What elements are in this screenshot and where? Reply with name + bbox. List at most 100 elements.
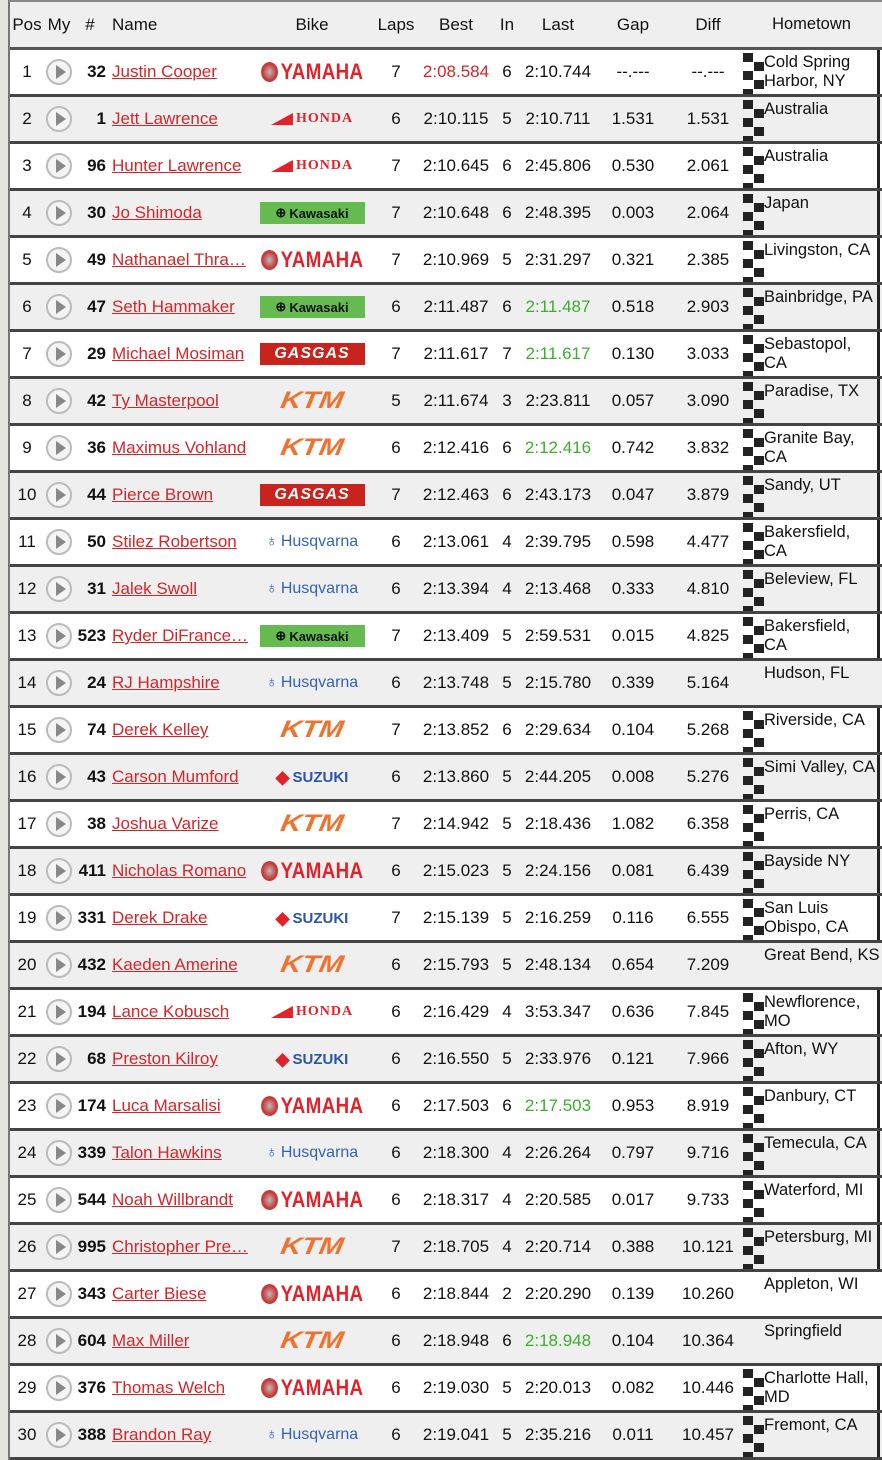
laps: 6 — [391, 955, 401, 974]
play-arrow-icon[interactable] — [46, 1140, 72, 1166]
rider-name-link[interactable]: Joshua Varize — [112, 814, 219, 833]
play-arrow-icon[interactable] — [46, 670, 72, 696]
rider-name-link[interactable]: Max Miller — [112, 1331, 190, 1350]
header-hometown[interactable]: Hometown — [772, 15, 851, 33]
play-arrow-icon[interactable] — [46, 59, 72, 85]
play-arrow-icon[interactable] — [46, 388, 72, 414]
play-arrow-icon[interactable] — [46, 1234, 72, 1260]
rider-name-link[interactable]: Seth Hammaker — [112, 297, 235, 316]
bike-brand: YAMAHA — [280, 59, 364, 84]
rider-name-link[interactable]: Hunter Lawrence — [112, 156, 242, 175]
rider-name-link[interactable]: Jo Shimoda — [112, 203, 202, 222]
rider-name-link[interactable]: Pierce Brown — [112, 485, 214, 504]
best-lap-in: 6 — [502, 156, 512, 175]
play-arrow-icon[interactable] — [46, 294, 72, 320]
play-arrow-icon[interactable] — [46, 482, 72, 508]
last-lap: 2:35.216 — [524, 1425, 592, 1444]
play-arrow-icon[interactable] — [46, 858, 72, 884]
table-row: 13 523 Ryder DiFrance… ⊕ Kawasaki 7 2:13.… — [10, 614, 882, 661]
play-arrow-icon[interactable] — [46, 811, 72, 837]
play-arrow-icon[interactable] — [46, 1328, 72, 1354]
rider-name-link[interactable]: Carson Mumford — [112, 767, 239, 786]
header-diff[interactable]: Diff — [695, 14, 721, 34]
play-arrow-icon[interactable] — [46, 576, 72, 602]
play-arrow-icon[interactable] — [46, 1046, 72, 1072]
play-arrow-icon[interactable] — [46, 106, 72, 132]
hometown-cell: Australia — [743, 97, 880, 141]
checkered-flag-icon — [743, 1134, 764, 1175]
rider-name-link[interactable]: Derek Drake — [112, 908, 208, 927]
rider-name-link[interactable]: RJ Hampshire — [112, 673, 220, 692]
rider-name-link[interactable]: Derek Kelley — [112, 720, 209, 739]
rider-name-cell: Derek Drake — [108, 908, 253, 928]
header-my[interactable]: My — [47, 14, 71, 34]
header-gap[interactable]: Gap — [616, 14, 650, 34]
best-lap-in: 2 — [502, 1284, 512, 1303]
header-in[interactable]: In — [499, 14, 515, 34]
bike-brand: KTM — [278, 1233, 346, 1260]
play-arrow-icon[interactable] — [46, 1422, 72, 1448]
rider-name-link[interactable]: Ryder DiFrance… — [112, 626, 249, 645]
header-number[interactable]: # — [85, 14, 95, 34]
my-rider-cell — [44, 294, 74, 320]
rider-name-link[interactable]: Luca Marsalisi — [112, 1096, 221, 1115]
hometown: Livingston, CA — [764, 241, 871, 259]
rider-name-link[interactable]: Nicholas Romano — [112, 861, 247, 880]
rider-name-link[interactable]: Brandon Ray — [112, 1425, 212, 1444]
hometown: Japan — [764, 194, 809, 212]
rider-name-link[interactable]: Jett Lawrence — [112, 109, 218, 128]
rider-name-link[interactable]: Stilez Robertson — [112, 532, 237, 551]
play-arrow-icon[interactable] — [46, 764, 72, 790]
gap: 0.011 — [612, 1425, 654, 1444]
rider-name-link[interactable]: Preston Kilroy — [112, 1049, 218, 1068]
rider-name-link[interactable]: Michael Mosiman — [112, 344, 245, 363]
honda-wing-icon — [270, 1006, 293, 1018]
yamaha-emblem-icon — [260, 1284, 278, 1304]
rider-name-link[interactable]: Christopher Pre… — [112, 1237, 249, 1256]
play-arrow-icon[interactable] — [46, 623, 72, 649]
rider-name-link[interactable]: Nathanael Thra… — [112, 250, 246, 269]
rider-name-link[interactable]: Kaeden Amerine — [112, 955, 238, 974]
rider-name-link[interactable]: Justin Cooper — [112, 62, 217, 81]
play-arrow-icon[interactable] — [46, 341, 72, 367]
header-best[interactable]: Best — [438, 14, 474, 34]
play-arrow-icon[interactable] — [46, 153, 72, 179]
play-arrow-icon[interactable] — [46, 952, 72, 978]
position: 23 — [17, 1096, 37, 1115]
play-arrow-icon[interactable] — [46, 999, 72, 1025]
bike-brand: KTM — [278, 434, 346, 461]
diff: --.--- — [691, 62, 725, 81]
rider-name-link[interactable]: Thomas Welch — [112, 1378, 226, 1397]
my-rider-cell — [44, 1234, 74, 1260]
play-arrow-icon[interactable] — [46, 905, 72, 931]
rider-name-link[interactable]: Talon Hawkins — [112, 1143, 222, 1162]
rider-name-link[interactable]: Maximus Vohland — [112, 438, 247, 457]
header-pos[interactable]: Pos — [12, 14, 42, 34]
play-arrow-icon[interactable] — [46, 1375, 72, 1401]
play-arrow-icon[interactable] — [46, 200, 72, 226]
play-arrow-icon[interactable] — [46, 717, 72, 743]
rider-number: 995 — [77, 1237, 106, 1256]
play-arrow-icon[interactable] — [46, 1093, 72, 1119]
rider-name-link[interactable]: Noah Willbrandt — [112, 1190, 233, 1209]
rider-number: 194 — [77, 1002, 106, 1021]
play-arrow-icon[interactable] — [46, 247, 72, 273]
play-arrow-icon[interactable] — [46, 529, 72, 555]
play-arrow-icon[interactable] — [46, 1281, 72, 1307]
rider-name-cell: Stilez Robertson — [108, 532, 253, 552]
diff: 1.531 — [686, 109, 730, 128]
rider-name-link[interactable]: Jalek Swoll — [112, 579, 198, 598]
husqvarna-logo: ♁ Husqvarna — [266, 580, 358, 598]
rider-name-link[interactable]: Carter Biese — [112, 1284, 207, 1303]
header-last[interactable]: Last — [541, 14, 575, 34]
header-name[interactable]: Name — [112, 14, 158, 34]
rider-name-link[interactable]: Ty Masterpool — [112, 391, 219, 410]
header-bike[interactable]: Bike — [295, 14, 329, 34]
header-laps[interactable]: Laps — [377, 14, 415, 34]
rider-name-link[interactable]: Lance Kobusch — [112, 1002, 230, 1021]
rider-number: 24 — [87, 673, 106, 692]
bike-cell: KTM — [253, 434, 371, 462]
bike-brand: GASGAS — [274, 345, 350, 362]
play-arrow-icon[interactable] — [46, 435, 72, 461]
play-arrow-icon[interactable] — [46, 1187, 72, 1213]
